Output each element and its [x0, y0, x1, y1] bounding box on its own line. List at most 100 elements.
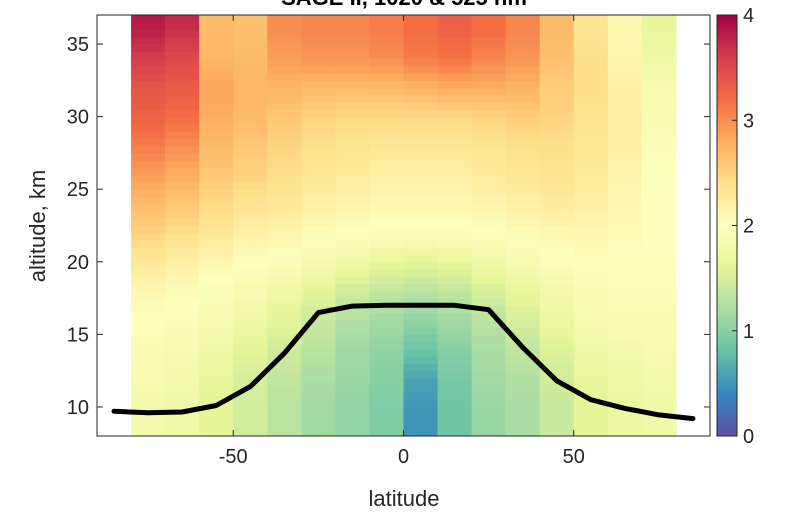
heatmap-cell [199, 261, 234, 270]
heatmap-cell [403, 58, 439, 67]
heatmap-cell [641, 94, 677, 103]
heatmap-cell [369, 160, 405, 169]
heatmap-cell [165, 247, 200, 256]
heatmap-cell [539, 334, 575, 343]
heatmap-cell [233, 225, 268, 234]
heatmap-cell [131, 356, 166, 365]
heatmap-cell [471, 51, 507, 60]
heatmap-cell [131, 305, 166, 314]
heatmap-cell [301, 406, 336, 415]
heatmap-cell [131, 73, 166, 81]
heatmap-cell [199, 160, 234, 169]
heatmap-cell [539, 102, 575, 110]
heatmap-cell [505, 283, 541, 292]
heatmap-cell [471, 327, 507, 335]
heatmap-cell [369, 334, 405, 343]
colorbar-tick-label: 0 [743, 426, 754, 448]
heatmap-cell [403, 399, 439, 408]
heatmap-cell [233, 406, 268, 415]
heatmap-cell [301, 232, 336, 241]
heatmap-cell [301, 51, 336, 60]
heatmap-cell [539, 51, 575, 60]
chart-title: SAGE II, 1020 & 525 nm [281, 0, 527, 10]
heatmap-cell [641, 269, 677, 277]
heatmap-cell [199, 247, 234, 256]
y-tick-label: 15 [67, 324, 89, 346]
heatmap-cell [267, 123, 302, 132]
heatmap-cell [539, 276, 575, 285]
heatmap-cell [641, 80, 677, 89]
heatmap-cell [335, 44, 371, 52]
heatmap-cell [505, 392, 541, 401]
heatmap-cell [267, 305, 302, 314]
heatmap-cell [301, 167, 336, 176]
heatmap-cell [403, 196, 439, 205]
heatmap-cell [131, 334, 166, 343]
heatmap-cell [641, 152, 677, 161]
heatmap-cell [131, 254, 166, 263]
heatmap-cell [573, 131, 609, 139]
heatmap-cell [573, 160, 609, 169]
heatmap-cell [607, 196, 643, 205]
heatmap-cell [437, 73, 473, 81]
heatmap-cell [369, 327, 405, 335]
heatmap-cell [301, 428, 336, 436]
heatmap-cell [505, 22, 541, 31]
heatmap-cell [607, 385, 643, 394]
heatmap-cell [165, 232, 200, 241]
heatmap-cell [199, 51, 234, 60]
heatmap-cell [471, 363, 507, 372]
heatmap-cell [131, 189, 166, 198]
heatmap-cell [131, 341, 166, 350]
heatmap-cell [369, 145, 405, 154]
heatmap-cell [131, 385, 166, 394]
heatmap-cell [573, 116, 609, 125]
heatmap-cell [131, 167, 166, 176]
heatmap-cell [199, 203, 234, 212]
heatmap-cell [233, 348, 268, 357]
heatmap-cell [131, 261, 166, 270]
heatmap-cell [437, 247, 473, 256]
heatmap-cell [641, 65, 677, 74]
heatmap-cell [199, 312, 234, 321]
heatmap-cell [301, 152, 336, 161]
heatmap-cell [165, 298, 200, 306]
x-tick-label: 0 [398, 446, 409, 468]
heatmap-cell [199, 196, 234, 205]
heatmap-cell [505, 327, 541, 335]
heatmap-cell [233, 240, 268, 248]
heatmap-cell [131, 283, 166, 292]
heatmap-cell [505, 80, 541, 89]
heatmap-cell [607, 254, 643, 263]
heatmap-cell [607, 290, 643, 299]
heatmap-cell [437, 80, 473, 89]
heatmap-cell [539, 421, 575, 430]
heatmap-cell [471, 283, 507, 292]
heatmap-cell [607, 232, 643, 241]
heatmap-cell [607, 58, 643, 67]
heatmap-cell [505, 65, 541, 74]
heatmap-cell [165, 116, 200, 125]
heatmap-cell [131, 363, 166, 372]
heatmap-cell [437, 348, 473, 357]
heatmap-cell [301, 36, 336, 45]
heatmap-cell [267, 218, 302, 227]
heatmap-cell [369, 269, 405, 277]
heatmap-cell [539, 370, 575, 379]
heatmap-cell [131, 138, 166, 147]
heatmap-cell [573, 356, 609, 365]
heatmap-cell [301, 290, 336, 299]
heatmap-cell [607, 116, 643, 125]
heatmap-cell [505, 218, 541, 227]
heatmap-cell [199, 210, 234, 219]
heatmap-cell [369, 356, 405, 365]
heatmap-cell [505, 29, 541, 38]
heatmap-cell [267, 247, 302, 256]
heatmap-cell [437, 377, 473, 386]
heatmap-cell [131, 109, 166, 118]
heatmap-cell [233, 341, 268, 350]
heatmap-cell [199, 276, 234, 285]
y-tick-label: 35 [67, 34, 89, 56]
heatmap-cell [471, 44, 507, 52]
heatmap-cell [403, 269, 439, 277]
